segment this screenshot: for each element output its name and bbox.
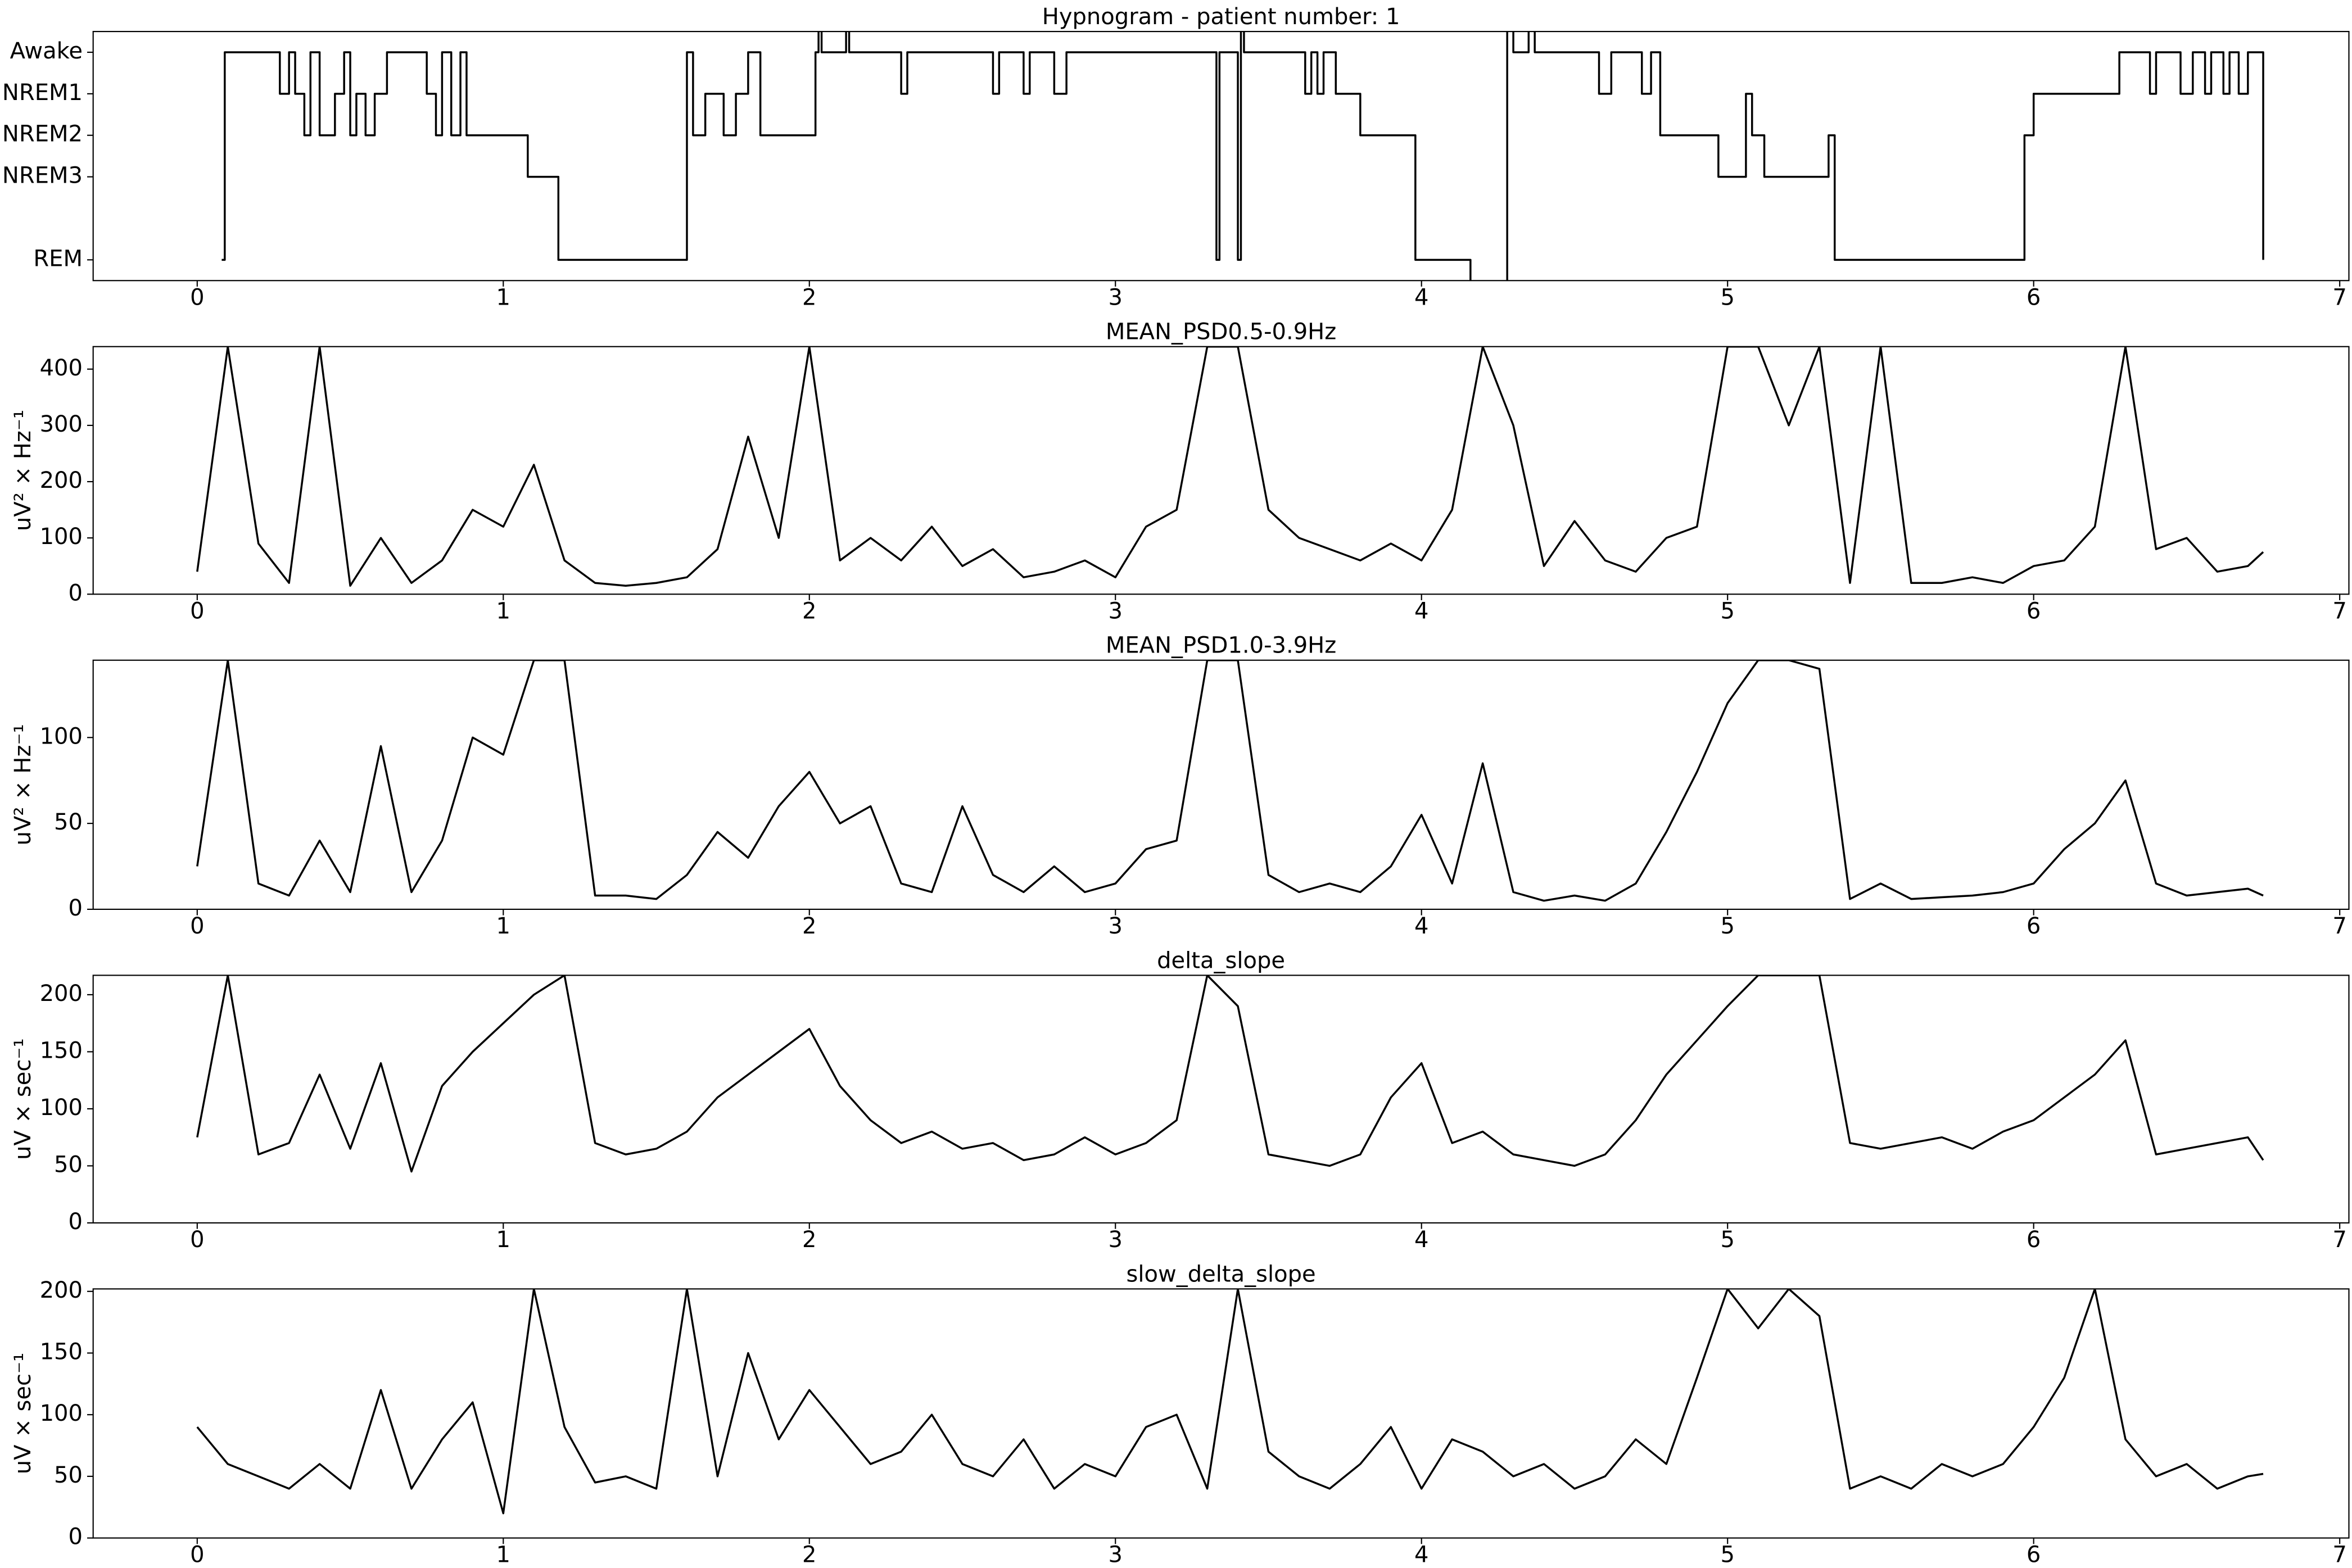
x-tick-label: 6 — [2027, 913, 2041, 939]
x-tick-label: 7 — [2332, 1227, 2346, 1253]
subplot: slow_delta_slope uV × sec⁻¹ 0 1 2 3 4 5 6 7 0 50 100… — [10, 1261, 2350, 1568]
x-tick-label: 1 — [496, 1227, 510, 1253]
y-tick-label: 100 — [40, 723, 83, 749]
x-tick-label: 3 — [1109, 598, 1123, 624]
y-axis-label: uV × sec⁻¹ — [10, 1353, 36, 1474]
y-tick-label: 50 — [54, 1152, 83, 1177]
y-tick-label: 200 — [40, 468, 83, 493]
y-tick-label: 150 — [40, 1339, 83, 1365]
x-tick-label: 1 — [496, 284, 510, 310]
y-tick-label: Awake — [10, 38, 83, 64]
x-tick-label: 1 — [496, 598, 510, 624]
y-axis-label: uV² × Hz⁻¹ — [10, 724, 36, 845]
x-tick-label: 2 — [802, 913, 816, 939]
subplot-title: delta_slope — [1157, 948, 1285, 973]
subplot-title: MEAN_PSD1.0-3.9Hz — [1106, 633, 1336, 659]
x-tick-label: 2 — [802, 598, 816, 624]
x-tick-label: 5 — [1720, 1227, 1734, 1253]
x-tick-label: 3 — [1109, 284, 1123, 310]
axes-frame — [92, 659, 2350, 910]
y-tick-label: NREM3 — [2, 163, 83, 189]
x-tick-label: 0 — [190, 598, 204, 624]
x-tick-label: 3 — [1109, 913, 1123, 939]
y-tick-label: 100 — [40, 1095, 83, 1121]
subplot: MEAN_PSD0.5-0.9Hz uV² × Hz⁻¹ 0 1 2 3 4 5 6 7 0 100 2… — [10, 319, 2350, 624]
x-tick-label: 6 — [2027, 1542, 2041, 1568]
y-tick-label: NREM1 — [2, 80, 83, 106]
axes-frame — [92, 1288, 2350, 1539]
x-tick-label: 0 — [190, 284, 204, 310]
x-tick-label: 0 — [190, 913, 204, 939]
subplot: Hypnogram - patient number: 1 0 1 2 3 4 5 6 7 Awa… — [2, 4, 2350, 310]
y-tick-label: 50 — [54, 1462, 83, 1488]
axes-frame — [92, 30, 2350, 282]
y-tick-label: 200 — [40, 981, 83, 1007]
signal-line — [196, 1289, 2264, 1515]
y-tick-label: 200 — [40, 1277, 83, 1303]
x-tick-label: 1 — [496, 1542, 510, 1568]
axes-frame — [92, 346, 2350, 595]
hypnogram-line — [221, 31, 2264, 281]
x-tick-label: 5 — [1720, 1542, 1734, 1568]
x-tick-label: 7 — [2332, 598, 2346, 624]
signal-line — [196, 660, 2264, 902]
x-tick-label: 3 — [1109, 1227, 1123, 1253]
y-tick-label: 0 — [69, 1209, 83, 1235]
x-tick-label: 2 — [802, 284, 816, 310]
x-tick-label: 0 — [190, 1542, 204, 1568]
y-tick-label: NREM2 — [2, 121, 83, 147]
x-tick-label: 6 — [2027, 598, 2041, 624]
y-tick-label: 400 — [40, 355, 83, 381]
y-tick-label: 0 — [69, 1524, 83, 1550]
x-tick-label: 4 — [1414, 284, 1428, 310]
x-tick-label: 4 — [1414, 1542, 1428, 1568]
x-tick-label: 7 — [2332, 1542, 2346, 1568]
y-tick-label: 150 — [40, 1037, 83, 1063]
subplot-title: slow_delta_slope — [1127, 1261, 1316, 1287]
y-axis-label: uV × sec⁻¹ — [10, 1038, 36, 1159]
x-tick-label: 5 — [1720, 598, 1734, 624]
x-tick-label: 7 — [2332, 913, 2346, 939]
subplot-title: MEAN_PSD0.5-0.9Hz — [1106, 319, 1336, 345]
x-tick-label: 0 — [190, 1227, 204, 1253]
y-tick-label: 50 — [54, 809, 83, 835]
y-axis-label: uV² × Hz⁻¹ — [10, 410, 36, 531]
x-tick-label: 4 — [1414, 598, 1428, 624]
x-tick-label: 1 — [496, 913, 510, 939]
subplot: MEAN_PSD1.0-3.9Hz uV² × Hz⁻¹ 0 1 2 3 4 5 6 7 0 50 10… — [10, 633, 2350, 939]
y-tick-label: 100 — [40, 1401, 83, 1426]
x-tick-label: 7 — [2332, 284, 2346, 310]
signal-line — [196, 346, 2264, 587]
x-tick-label: 4 — [1414, 913, 1428, 939]
y-tick-label: 0 — [69, 895, 83, 921]
x-tick-label: 6 — [2027, 284, 2041, 310]
x-tick-label: 2 — [802, 1542, 816, 1568]
x-tick-label: 4 — [1414, 1227, 1428, 1253]
x-tick-label: 5 — [1720, 284, 1734, 310]
x-tick-label: 6 — [2027, 1227, 2041, 1253]
y-tick-label: 100 — [40, 524, 83, 550]
x-tick-label: 3 — [1109, 1542, 1123, 1568]
subplot: delta_slope uV × sec⁻¹ 0 1 2 3 4 5 6 7 0 50 100 150 20… — [10, 948, 2350, 1253]
x-tick-label: 2 — [802, 1227, 816, 1253]
y-tick-label: 0 — [69, 580, 83, 606]
subplot-title: Hypnogram - patient number: 1 — [1042, 4, 1400, 30]
x-tick-label: 5 — [1720, 913, 1734, 939]
signal-line — [196, 975, 2264, 1173]
y-tick-label: 300 — [40, 411, 83, 437]
y-tick-label: REM — [33, 246, 83, 271]
axes-frame — [92, 975, 2350, 1224]
